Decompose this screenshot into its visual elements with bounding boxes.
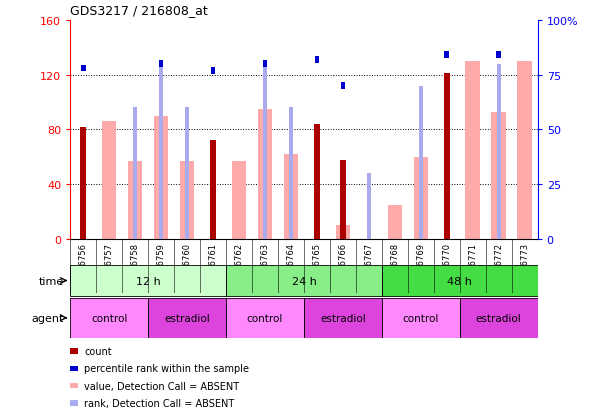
Bar [491,112,506,240]
Bar [80,127,87,240]
Bar [382,265,538,297]
Bar [180,161,194,240]
Bar [263,61,268,68]
Bar [304,298,382,338]
Bar [263,64,267,240]
Bar [496,52,501,59]
Text: GDS3217 / 216808_at: GDS3217 / 216808_at [70,4,208,17]
Bar [466,62,480,240]
Bar [226,265,382,297]
Bar [284,155,298,240]
Text: 24 h: 24 h [291,276,316,286]
Bar [232,161,246,240]
Text: estradiol: estradiol [476,313,522,323]
Text: rank, Detection Call = ABSENT: rank, Detection Call = ABSENT [84,398,235,408]
Text: 12 h: 12 h [136,276,161,286]
Bar [315,57,320,64]
Bar [518,62,532,240]
Bar [444,74,450,240]
Bar [340,83,345,90]
Bar [102,122,117,240]
Bar [367,174,371,240]
Bar [185,108,189,240]
Bar [133,108,137,240]
Text: count: count [84,346,112,356]
Bar [81,65,86,72]
Text: control: control [91,313,128,323]
Text: estradiol: estradiol [320,313,366,323]
Text: control: control [247,313,284,323]
Bar [70,298,148,338]
Bar [497,64,500,240]
Bar [340,160,346,240]
Bar [211,68,216,74]
Bar [414,157,428,240]
Bar [159,64,163,240]
Bar [210,141,216,240]
Bar [159,61,164,68]
Bar [128,161,142,240]
Text: estradiol: estradiol [164,313,210,323]
Text: time: time [39,276,64,286]
Bar [335,226,350,240]
Bar [289,108,293,240]
Bar [154,116,169,240]
Bar [387,205,402,240]
Bar [459,298,538,338]
Bar [70,265,226,297]
Text: value, Detection Call = ABSENT: value, Detection Call = ABSENT [84,381,240,391]
Bar [258,109,273,240]
Text: agent: agent [32,313,64,323]
Bar [313,125,320,240]
Text: percentile rank within the sample: percentile rank within the sample [84,363,249,373]
Bar [226,298,304,338]
Bar [148,298,226,338]
Text: control: control [403,313,439,323]
Bar [419,86,423,240]
Bar [382,298,459,338]
Text: 48 h: 48 h [447,276,472,286]
Bar [444,52,449,59]
